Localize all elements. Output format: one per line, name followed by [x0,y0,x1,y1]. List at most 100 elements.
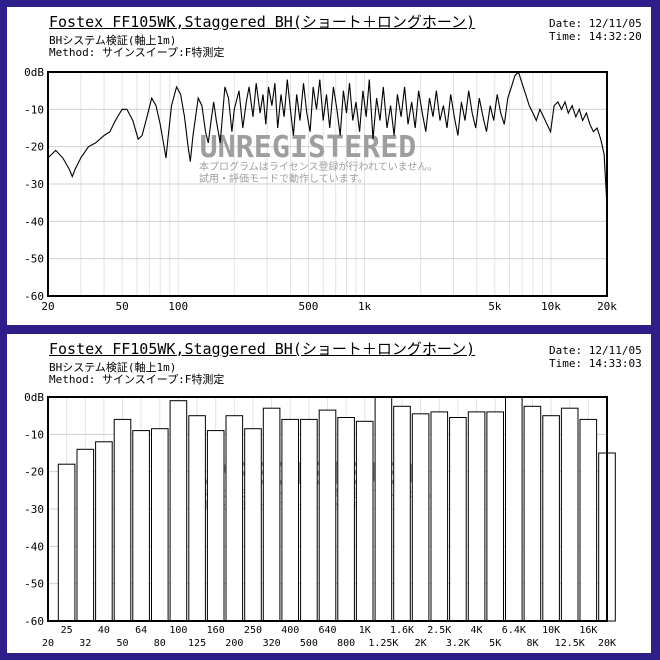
chart-title: Fostex FF105WK,Staggered BH(ショート＋ロングホーン) [49,340,476,358]
watermark-line: 本プログラムはライセンス登録が行われていません。 [199,160,437,173]
x-tick-label: 400 [281,625,299,636]
bar [281,418,299,622]
x-tick-label: 50 [116,300,129,313]
chart-title: Fostex FF105WK,Staggered BH(ショート＋ロングホーン) [49,13,476,31]
x-tick-label: 320 [263,638,281,649]
y-tick-label: -10 [24,103,44,116]
watermark-title: UNREGISTERED [200,130,417,165]
x-tick-label: 100 [169,625,187,636]
x-tick-label: 64 [135,625,147,636]
chart-date: Date: 12/11/05 [549,344,642,357]
watermark-line: 試用・評価モードで動作しています。 [199,172,368,185]
y-tick-label: -60 [24,615,44,628]
x-tick-label: 500 [300,638,318,649]
bar [430,411,449,622]
x-tick-label: 640 [318,625,336,636]
bar [113,418,132,622]
x-tick-label: 80 [154,638,166,649]
x-tick-label: 10k [541,300,561,313]
bar [486,411,504,622]
x-tick-label: 1k [358,300,372,313]
x-tick-label: 16K [579,625,597,636]
x-tick-label: 125 [188,638,206,649]
x-tick-label: 40 [98,625,110,636]
y-tick-label: -20 [24,141,44,154]
bar [411,413,430,622]
x-tick-label: 1.25K [368,638,398,649]
bar [542,415,560,622]
bar [225,415,244,622]
bar [393,405,411,622]
chart-subtitle: BHシステム検証(軸上1m) [49,34,177,47]
chart-method: Method: サインスイープ:F特測定 [49,373,225,386]
x-tick-label: 6.4K [502,625,526,636]
bar [76,448,95,622]
plot-frame [47,71,608,297]
y-tick-label: 0dB [24,66,44,79]
x-tick-label: 2K [415,638,427,649]
bar [300,418,318,622]
x-tick-label: 800 [337,638,355,649]
bar [132,430,150,622]
x-tick-label: 200 [225,638,243,649]
y-tick-label: -50 [24,578,44,591]
x-tick-label: 10K [542,625,560,636]
bar [505,396,523,622]
bar [337,417,355,622]
bar [560,407,579,622]
bar [188,415,206,622]
y-tick-label: -40 [24,215,44,228]
x-tick-label: 25 [61,625,73,636]
bar [244,428,262,622]
y-tick-label: -10 [24,428,44,441]
y-tick-label: 0dB [24,391,44,404]
plot-frame [47,396,608,622]
bar [355,420,374,622]
chart-time: Time: 14:33:03 [549,357,642,370]
x-tick-label: 8K [526,638,538,649]
x-tick-label: 5k [488,300,502,313]
x-tick-label: 160 [207,625,225,636]
x-tick-label: 3.2K [446,638,470,649]
x-tick-label: 50 [117,638,129,649]
x-tick-label: 12.5K [555,638,585,649]
x-tick-label: 1K [359,625,371,636]
y-tick-label: -50 [24,253,44,266]
chart-time: Time: 14:32:20 [549,30,642,43]
x-tick-label: 20 [41,300,54,313]
x-tick-label: 250 [244,625,262,636]
bar [262,407,281,622]
y-tick-label: -30 [24,178,44,191]
x-tick-label: 500 [299,300,319,313]
bar [151,428,169,622]
bar [169,400,188,622]
x-tick-label: 20 [42,638,54,649]
y-tick-label: -20 [24,466,44,479]
y-tick-label: -60 [24,290,44,303]
bar [374,396,393,622]
x-tick-label: 20k [597,300,617,313]
frequency-response-chart: UNREGISTERED本プログラムはライセンス登録が行われていません。試用・評… [24,66,617,313]
x-tick-label: 5K [489,638,501,649]
bar [57,463,76,622]
frequency-response-panel: Fostex FF105WK,Staggered BH(ショート＋ロングホーン)… [7,7,651,325]
bar [467,411,486,622]
x-tick-label: 20K [598,638,616,649]
x-tick-label: 32 [79,638,91,649]
x-tick-label: 1.6K [390,625,414,636]
x-tick-label: 100 [168,300,188,313]
bar [206,430,225,622]
chart-method: Method: サインスイープ:F特測定 [49,46,225,59]
bar [95,441,113,622]
chart-date: Date: 12/11/05 [549,17,642,30]
bar [523,405,542,622]
octave-band-panel: Fostex FF105WK,Staggered BH(ショート＋ロングホーン)… [7,334,651,653]
y-tick-label: -40 [24,540,44,553]
x-tick-label: 4K [471,625,483,636]
bar [449,417,467,622]
octave-band-chart: UNREGISTERED本プログラムはライセンス登録が行われていません。試用・評… [24,391,616,649]
y-tick-label: -30 [24,503,44,516]
chart-subtitle: BHシステム検証(軸上1m) [49,361,177,374]
bar [318,409,337,622]
bar [579,418,598,622]
